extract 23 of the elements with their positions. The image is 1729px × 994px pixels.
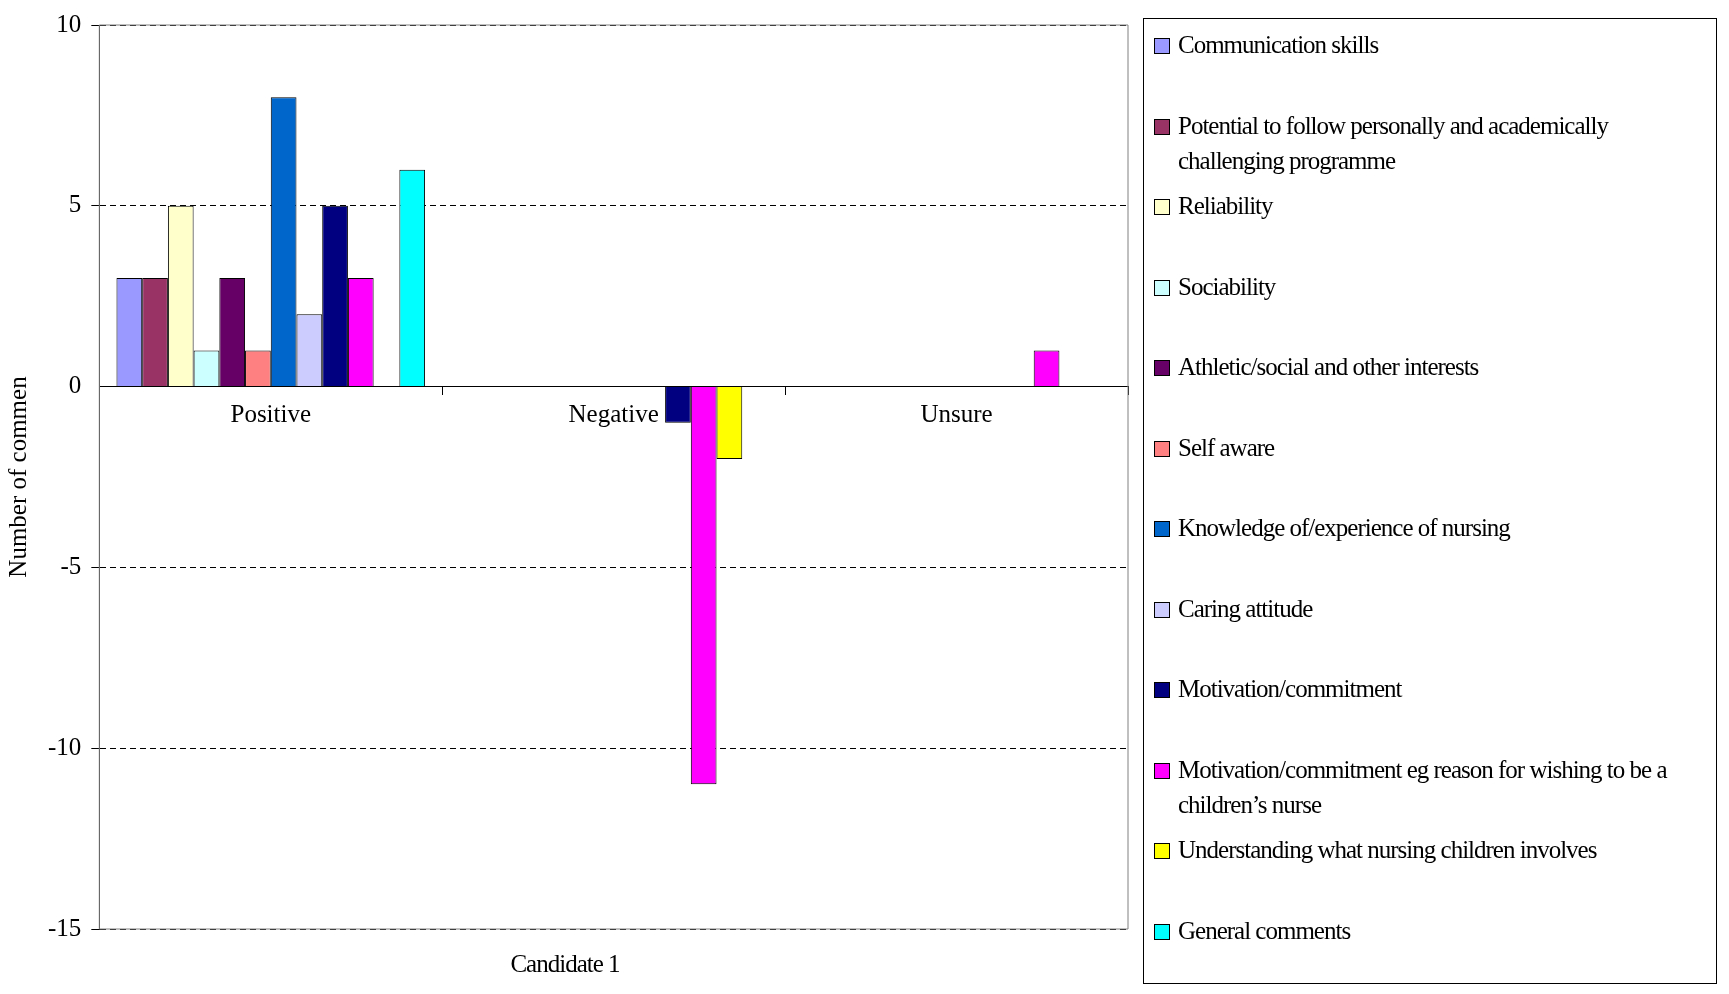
legend-label: Knowledge of/experience of nursing	[1178, 513, 1510, 543]
y-tick-label: 10	[56, 9, 82, 37]
y-tick-label: 0	[68, 371, 82, 399]
legend-label: Athletic/social and other interests	[1178, 352, 1479, 382]
legend-label: Sociability	[1178, 271, 1276, 302]
y-tick-label: 5	[68, 190, 82, 218]
legend-label: Potential to follow personally and academically challenging programme	[1178, 110, 1610, 176]
legend-label: General comments	[1178, 915, 1351, 946]
y-tick-label: -5	[60, 551, 82, 579]
legend-label: Reliability	[1178, 191, 1273, 221]
legend-label: Communication skills	[1178, 30, 1379, 60]
legend-label: Understanding what nursing children involves	[1178, 835, 1597, 865]
x-tick-label: Negative	[568, 400, 659, 428]
legend-label: Self aware	[1178, 432, 1275, 463]
legend-label: Motivation/commitment	[1178, 674, 1402, 704]
y-tick-label: -15	[48, 913, 82, 941]
x-tick-label: Unsure	[920, 400, 993, 428]
legend-label: Motivation/commitment eg reason for wishing to be a children’s nurse	[1178, 754, 1668, 820]
legend-label: Caring attitude	[1178, 593, 1313, 624]
y-axis-title: Number of commen	[3, 375, 31, 578]
y-tick-label: -10	[48, 732, 82, 760]
x-tick-label: Positive	[230, 400, 312, 428]
x-axis-title: Candidate 1	[509, 950, 621, 978]
